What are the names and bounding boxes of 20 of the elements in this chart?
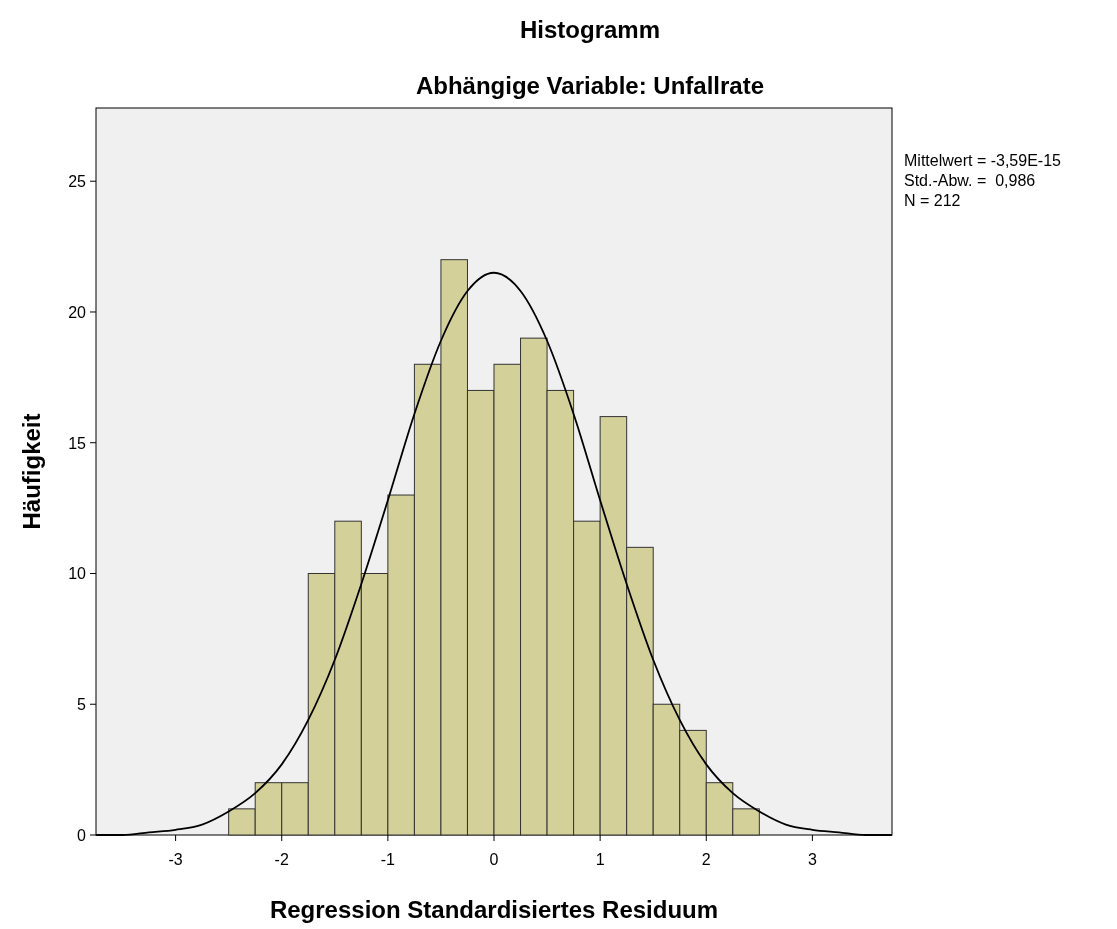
y-tick-label: 25: [68, 173, 87, 191]
x-tick-label: 1: [595, 851, 605, 868]
y-axis-title: Häufigkeit: [18, 413, 45, 530]
chart-title: Histogramm: [519, 16, 661, 43]
x-tick-label: -1: [380, 851, 396, 868]
y-tick-label: 5: [77, 696, 87, 714]
y-tick-label: 20: [68, 303, 87, 321]
text: Std.-Abw. = 0,986: [904, 172, 1036, 189]
x-axis-title: Regression Standardisiertes Residuum: [269, 896, 719, 923]
y-tick-label: 10: [68, 565, 87, 583]
text: N = 212: [904, 192, 961, 209]
x-tick-label: 0: [489, 851, 499, 868]
text: Mittelwert = -3,59E-15: [904, 152, 1062, 169]
x-tick-label: -2: [274, 851, 289, 868]
chart-subtitle: Abhängige Variable: Unfallrate: [415, 72, 765, 99]
x-tick-label: 2: [701, 851, 711, 868]
y-tick-label: 0: [77, 827, 87, 844]
x-tick-label: -3: [168, 851, 183, 868]
y-tick-label: 15: [68, 434, 87, 452]
x-tick-label: 3: [807, 851, 817, 868]
